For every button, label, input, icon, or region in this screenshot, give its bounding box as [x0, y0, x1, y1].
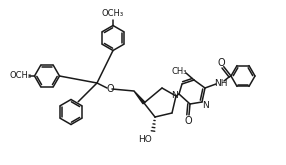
Text: O: O	[106, 84, 114, 94]
Text: CH₃: CH₃	[171, 66, 187, 76]
Text: OCH₃: OCH₃	[102, 9, 124, 18]
Text: HO: HO	[138, 134, 152, 144]
Text: OCH₃: OCH₃	[9, 71, 31, 81]
Text: O: O	[184, 116, 192, 126]
Text: N: N	[202, 100, 209, 110]
Polygon shape	[134, 91, 145, 104]
Text: O: O	[217, 58, 225, 68]
Text: N: N	[172, 92, 178, 100]
Text: NH: NH	[214, 79, 228, 87]
